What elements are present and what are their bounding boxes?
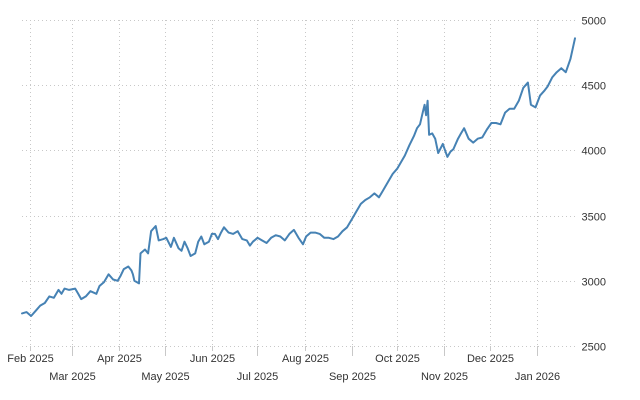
grid-layer [22,20,578,347]
x-tick-label: Dec 2025 [467,353,514,365]
y-tick-label: 4000 [582,146,606,158]
x-tick-label: Nov 2025 [421,371,468,383]
y-tick-label: 4500 [582,81,606,93]
tick-layer [30,346,538,356]
x-tick-label: May 2025 [141,371,189,383]
x-tick-label: Feb 2025 [7,353,53,365]
x-tick-label: Apr 2025 [97,353,142,365]
y-tick-label: 2500 [582,342,606,354]
x-tick-label: Mar 2025 [49,371,95,383]
tick-label-layer: 2500 3000 3500 4000 4500 5000 Feb 2025 Mar 2025… [7,16,606,384]
y-tick-label: 5000 [582,16,606,28]
x-tick-label: Sep 2025 [329,371,376,383]
y-tick-label: 3500 [582,212,606,224]
x-tick-label: Jul 2025 [237,371,279,383]
series-layer [21,37,576,317]
x-tick-label: Oct 2025 [375,353,420,365]
x-tick-label: Jan 2026 [515,371,560,383]
x-tick-label: Jun 2025 [190,353,235,365]
y-tick-label: 3000 [582,277,606,289]
x-tick-label: Aug 2025 [282,353,329,365]
series-line [21,37,576,317]
